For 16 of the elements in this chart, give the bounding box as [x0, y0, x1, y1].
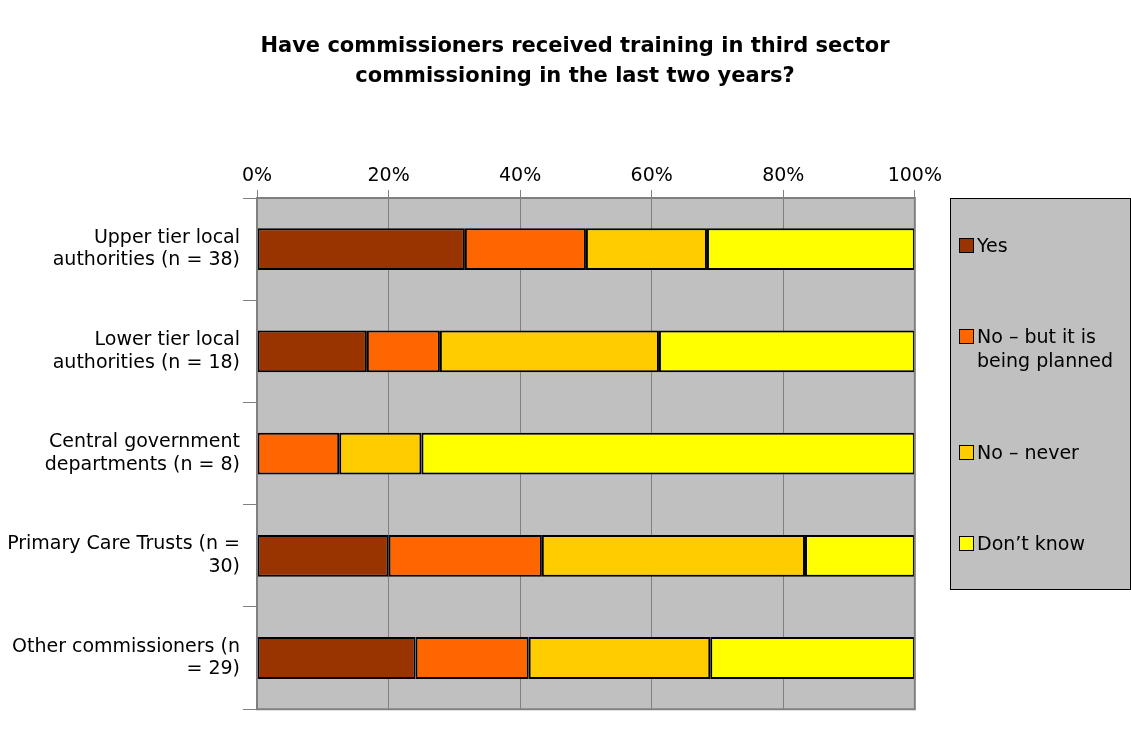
x-tick-label: 100%: [887, 162, 942, 185]
y-tick-label: Primary Care Trusts (n = 30): [7, 531, 240, 577]
legend-label: No – but it is being planned: [977, 324, 1114, 373]
legend-label: Don’t know: [977, 531, 1086, 556]
x-tick-label: 60%: [630, 162, 673, 185]
legend-label: No – never: [977, 439, 1079, 464]
x-tick-label: 40%: [499, 162, 542, 185]
x-tick-label: 20%: [367, 162, 410, 185]
x-tick-label: 80%: [762, 162, 805, 185]
chart-title: Have commissioners received training in third sector commissioning in the last two years?: [259, 32, 891, 89]
x-tick-label: 0%: [241, 162, 273, 185]
y-tick-label: Central government departments (n = 8): [44, 429, 240, 474]
y-tick-label: Upper tier local authorities (n = 38): [52, 224, 240, 270]
y-tick-label: Other commissioners (n = 29): [12, 633, 240, 679]
y-tick-label: Lower tier local authorities (n = 18): [52, 326, 240, 372]
legend-label: Yes: [977, 232, 1008, 257]
